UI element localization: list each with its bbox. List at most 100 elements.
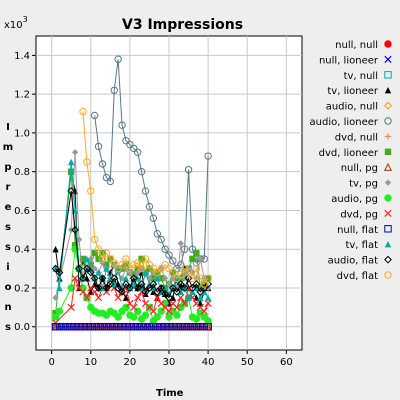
data-point xyxy=(133,284,142,292)
data-point xyxy=(102,173,111,182)
data-point xyxy=(68,226,75,234)
data-point xyxy=(173,303,181,311)
data-point xyxy=(200,280,208,288)
legend-marker xyxy=(384,101,392,110)
data-point xyxy=(114,323,122,331)
data-point xyxy=(98,255,107,263)
x-tick-label: 0 xyxy=(48,357,54,368)
data-point xyxy=(201,275,208,282)
legend-marker xyxy=(384,255,392,264)
data-point xyxy=(180,323,189,331)
legend-label: tv, lioneer xyxy=(327,86,379,97)
data-point xyxy=(157,235,165,244)
data-point xyxy=(204,317,212,325)
data-point xyxy=(204,323,212,331)
data-point xyxy=(165,280,173,288)
data-point xyxy=(141,287,150,296)
data-point xyxy=(196,274,204,282)
data-point xyxy=(134,265,141,272)
data-point xyxy=(103,265,110,272)
data-point xyxy=(165,313,173,321)
data-point xyxy=(90,235,99,244)
data-point xyxy=(153,323,161,331)
legend-marker xyxy=(384,148,392,155)
data-point xyxy=(157,264,165,273)
data-point xyxy=(68,168,75,175)
data-point xyxy=(130,144,138,153)
data-point xyxy=(142,290,149,297)
data-point xyxy=(82,264,91,273)
data-point xyxy=(177,275,184,282)
legend-label: null, null xyxy=(335,40,378,51)
data-point xyxy=(141,255,150,263)
data-point xyxy=(52,246,59,253)
data-point xyxy=(67,303,75,311)
data-point xyxy=(189,255,196,263)
data-point xyxy=(71,274,79,282)
data-point xyxy=(71,225,80,234)
legend-marker xyxy=(384,271,392,279)
data-point xyxy=(149,323,158,331)
data-point xyxy=(118,121,126,129)
x-tick-label: 40 xyxy=(202,357,215,368)
y-tick-label: 0.0 xyxy=(14,322,30,333)
data-point xyxy=(114,284,123,292)
y-tick-label: 1.4 xyxy=(14,51,30,62)
data-point xyxy=(51,323,60,331)
data-point xyxy=(118,261,126,269)
data-point xyxy=(79,107,87,116)
data-point xyxy=(98,323,107,331)
data-point xyxy=(98,160,107,168)
data-point xyxy=(146,265,153,272)
legend-entry: tv, flat xyxy=(345,240,392,251)
x-tick-label: 10 xyxy=(84,357,97,368)
data-point xyxy=(79,288,87,296)
data-point xyxy=(52,294,59,301)
series-null-flat xyxy=(51,323,212,331)
data-point xyxy=(79,274,87,283)
data-point xyxy=(134,259,142,267)
legend-marker xyxy=(384,225,392,233)
data-point xyxy=(126,140,134,149)
x-tick-label: 20 xyxy=(124,357,137,368)
data-point xyxy=(79,323,87,331)
data-point xyxy=(177,323,185,331)
data-point xyxy=(118,265,126,272)
data-point xyxy=(157,275,165,282)
y-multiplier-label: x103 xyxy=(4,15,28,31)
legend-marker xyxy=(384,71,392,79)
legend-entry: null, pg xyxy=(341,162,393,174)
axis-ticks: 0 10 20 30 40 50 60 0.0 0.2 0.4 0.6 0.8 1.0 1.2 1.4 xyxy=(14,51,293,368)
legend-label: tv, null xyxy=(344,71,378,82)
data-point xyxy=(130,313,138,321)
data-point xyxy=(130,323,138,331)
y-tick-label: 1.0 xyxy=(14,128,30,139)
y-tick-label: 0.6 xyxy=(14,206,30,217)
data-point xyxy=(94,294,103,302)
legend-marker xyxy=(384,117,392,125)
data-point xyxy=(118,287,126,296)
data-point xyxy=(150,275,157,282)
data-point xyxy=(126,269,134,276)
data-point xyxy=(149,280,158,289)
legend-label: dvd, null xyxy=(335,132,378,143)
data-point xyxy=(169,323,177,331)
data-point xyxy=(87,323,95,331)
y-multiplier-base: x10 xyxy=(4,20,23,31)
data-point xyxy=(177,240,184,247)
legend-entry: dvd, pg xyxy=(340,209,392,220)
legend-label: dvd, flat xyxy=(337,271,378,282)
data-point xyxy=(177,270,185,279)
data-point xyxy=(149,264,158,273)
x-axis-label: Time xyxy=(156,388,184,399)
legend-marker xyxy=(384,241,392,248)
data-point xyxy=(134,294,142,302)
data-point xyxy=(106,255,115,263)
data-point xyxy=(204,152,212,160)
data-point xyxy=(90,111,99,120)
legend-entry: tv, lioneer xyxy=(327,86,392,97)
series-dvd-flat xyxy=(79,107,212,288)
data-point xyxy=(67,187,76,195)
data-point xyxy=(173,274,181,282)
data-point xyxy=(122,255,130,263)
